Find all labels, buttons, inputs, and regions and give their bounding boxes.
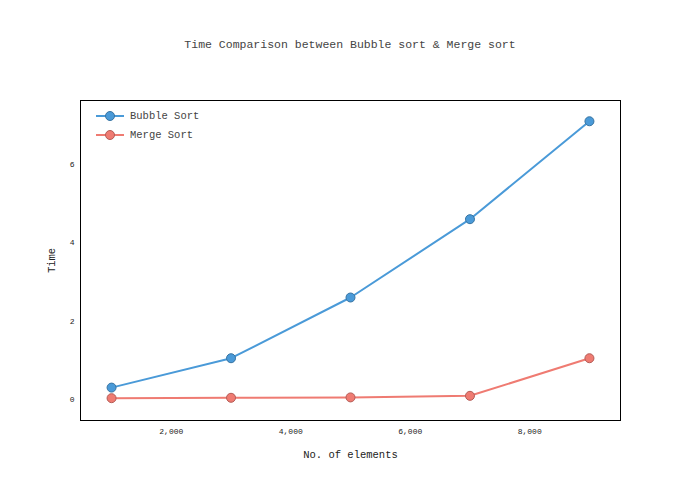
html-text:Merge Sort: Merge Sort bbox=[130, 128, 193, 141]
svg-text:2: 2 bbox=[70, 317, 75, 326]
svg-text:2,000: 2,000 bbox=[159, 427, 183, 436]
html-text:Bubble Sort: Bubble Sort bbox=[130, 109, 200, 122]
svg-text:4,000: 4,000 bbox=[279, 427, 303, 436]
svg-text:4: 4 bbox=[70, 238, 75, 247]
svg-text:Time: Time bbox=[46, 248, 58, 273]
svg-text:0: 0 bbox=[70, 395, 75, 404]
html-text:Time Comparison between Bubble: Time Comparison between Bubble sort & Me… bbox=[184, 38, 516, 51]
svg-text:6,000: 6,000 bbox=[398, 427, 422, 436]
svg-text:6: 6 bbox=[70, 160, 75, 169]
svg-text:8,000: 8,000 bbox=[518, 427, 542, 436]
svg-text:No. of elements: No. of elements bbox=[303, 449, 398, 461]
